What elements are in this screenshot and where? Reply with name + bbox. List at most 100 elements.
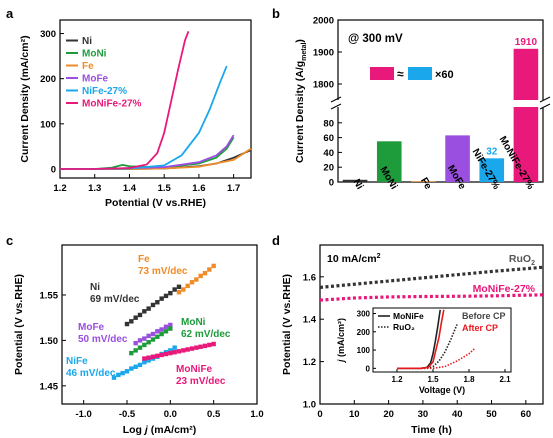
inset-y-tick-label: 200 (357, 328, 371, 337)
data-point-Ni (176, 284, 182, 289)
data-point-Fe (198, 273, 203, 279)
panel-label-c: c (6, 233, 13, 248)
data-point-NiFe (137, 362, 143, 368)
x-tick-label: 10 (349, 409, 360, 420)
tafel-slope-MoNiFe: 23 mV/dec (176, 376, 226, 387)
data-point-Ni (146, 306, 151, 311)
bar-NiFe-27% (479, 158, 505, 182)
data-point-MoFe (159, 327, 164, 332)
y-tick-label: 40 (323, 148, 334, 159)
data-point-Ni (155, 300, 160, 305)
ratio-factor: ×60 (435, 69, 454, 81)
data-point-MoFe (146, 333, 151, 339)
data-point-MoNiFe (211, 341, 216, 347)
annotation-current: 10 mA/cm2 (327, 253, 381, 265)
series-line-RuO₂ (319, 265, 544, 289)
panel-label-d: d (272, 233, 280, 248)
data-point-NiFe (168, 348, 173, 353)
ratio-approx: ≈ (397, 67, 404, 81)
data-point-MoNiFe (163, 351, 169, 357)
data-point-NiFe (142, 360, 147, 365)
bar-MoNi (376, 141, 402, 182)
y-tick-label: 100 (40, 119, 56, 130)
series-label-monife: MoNiFe-27% (473, 283, 536, 295)
series-line-MoNiFe-27% (319, 293, 544, 302)
bar-value-label-MoNiFe-27%: 1910 (515, 37, 538, 48)
data-point-NiFe (172, 345, 177, 350)
x-tick-label-Ni: Ni (350, 177, 365, 191)
data-point-Ni (124, 321, 130, 327)
data-point-MoNiFe (194, 345, 199, 350)
inset-y-tick-label: 300 (357, 309, 371, 318)
data-point-MoNiFe (159, 352, 164, 358)
data-point-MoNi (163, 329, 169, 334)
data-point-MoNiFe (202, 343, 208, 349)
inset-series-RuO2-after (397, 347, 476, 370)
y-axis-label: Potential (V vs.RHE) (13, 274, 25, 375)
data-point-Fe (185, 283, 190, 289)
tafel-slope-Ni: 69 mV/dec (90, 294, 140, 305)
inset-legend-after-cp: After CP (462, 323, 498, 333)
y-tick-label: 0 (51, 164, 56, 175)
bar-value-label-NiFe-27%: 32 (486, 146, 498, 157)
series-label-Fe: Fe (138, 254, 150, 265)
ratio-swatch-nife (408, 67, 432, 80)
tafel-slope-Fe: 73 mV/dec (138, 266, 188, 277)
data-point-Fe (181, 287, 186, 292)
y-tick-label: 1.50 (40, 336, 59, 347)
axis-break-mark (539, 96, 551, 103)
data-point-MoNiFe (172, 350, 177, 355)
y-axis-label: Potential (V vs.RHE) (281, 274, 293, 375)
x-tick-label: -0.5 (119, 409, 136, 420)
legend-entry-Ni: Ni (82, 36, 92, 47)
data-point-Ni (172, 287, 177, 292)
series-label-Ni: Ni (90, 282, 100, 293)
series-label-NiFe: NiFe (66, 356, 88, 367)
x-tick-label: 1.6 (192, 183, 205, 194)
data-point-Ni (133, 315, 138, 320)
data-point-MoFe (142, 336, 147, 341)
inset-y-tick-label: 0 (366, 364, 371, 373)
y-tick-label: 60 (323, 133, 334, 144)
y-tick-label: 2000 (313, 16, 334, 27)
plot-frame (319, 244, 544, 405)
x-tick-label: 1.7 (227, 183, 240, 194)
data-point-Ni (163, 293, 169, 299)
data-point-MoFe (155, 329, 160, 334)
data-point-MoNiFe (198, 344, 203, 349)
series-label-ruo2: RuO2 (509, 253, 535, 267)
bar-Ni (342, 179, 368, 182)
y-tick-label: 1900 (313, 48, 334, 59)
x-tick-label: 40 (452, 409, 463, 420)
data-point-NiFe (146, 358, 151, 363)
panel-c: c -1.0 -0.5 0.0 0.5 1.0 1.45 1.50 1.55 Log j (mA/… (6, 233, 264, 436)
data-point-MoNiFe (150, 354, 156, 359)
y-tick-label: 1.4 (303, 315, 317, 326)
series-label-MoNi: MoNi (181, 317, 206, 328)
ratio-swatch-monife (370, 67, 394, 80)
y-axis-label: Current Density (mA/cm²) (19, 35, 31, 162)
inset-legend-monife: MoNiFe (393, 311, 424, 321)
y-tick-label: 1.6 (303, 272, 316, 283)
data-point-Ni (168, 290, 173, 296)
inset-legend-ruo2: RuO₂ (393, 322, 415, 332)
data-point-MoNiFe (168, 350, 173, 356)
y-tick-label: 1.55 (40, 290, 59, 301)
data-point-NiFe (111, 375, 117, 380)
y-tick-label: 300 (40, 29, 56, 40)
inset-x-tick-label: 1.2 (391, 375, 403, 384)
data-point-NiFe (129, 366, 134, 371)
data-point-MoFe (150, 331, 156, 337)
tafel-slope-MoFe: 50 mV/dec (78, 334, 128, 345)
y-tick-label: 1.45 (40, 381, 59, 392)
data-point-Fe (202, 270, 208, 276)
data-point-Fe (207, 267, 212, 272)
x-tick-label: 0.5 (207, 409, 221, 420)
y-tick-label: 1.2 (303, 357, 316, 368)
x-tick-label: 1.4 (123, 183, 137, 194)
tafel-slope-MoNi: 62 mV/dec (181, 329, 231, 340)
y-tick-label: 20 (323, 163, 334, 174)
x-tick-label: 50 (486, 409, 497, 420)
